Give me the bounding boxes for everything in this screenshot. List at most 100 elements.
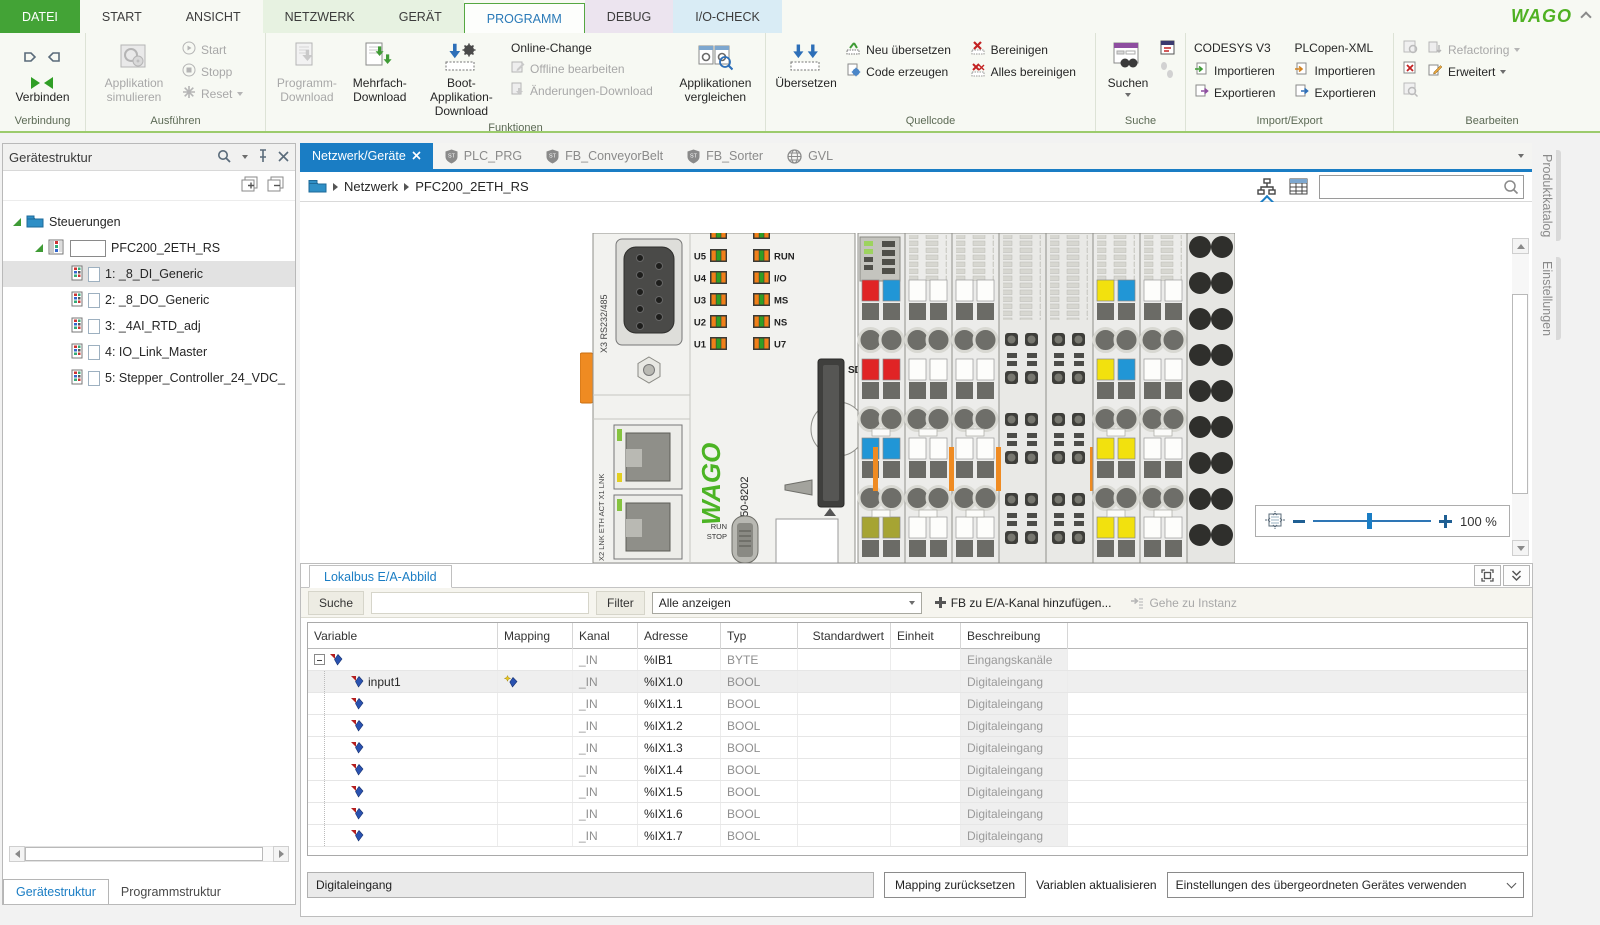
boot-applikation-download-button[interactable]: Boot-Applikation-Download: [416, 36, 507, 121]
neu-uebersetzen-button[interactable]: Neu übersetzen: [842, 40, 966, 59]
tree-item-8di[interactable]: 1: _8_DI_Generic: [3, 261, 295, 287]
scrollbar-thumb[interactable]: [1512, 294, 1528, 494]
online-change-button[interactable]: Online-Change: [507, 40, 670, 56]
table-row[interactable]: _IN %IB1 BYTE Eingangskanäle: [308, 649, 1527, 671]
collapse-expander-icon[interactable]: [314, 654, 325, 665]
doc-tab-gvl[interactable]: GVL: [775, 143, 845, 169]
offline-bearbeiten-button[interactable]: Offline bearbeiten: [507, 59, 670, 78]
settings-select[interactable]: Einstellungen des übergeordneten Gerätes…: [1167, 872, 1524, 898]
table-row[interactable]: _IN %IX1.5 BOOL Digitaleingang: [308, 781, 1527, 803]
scroll-left-icon[interactable]: [9, 846, 25, 862]
fit-view-icon[interactable]: [1265, 511, 1285, 532]
tree-item-stepper[interactable]: 5: Stepper_Controller_24_VDC_: [3, 365, 295, 391]
panel-search-icon[interactable]: [217, 149, 233, 166]
zoom-in-button[interactable]: [1439, 515, 1452, 528]
panel-close-icon[interactable]: [278, 150, 289, 165]
applikationen-vergleichen-button[interactable]: Applikationen vergleichen: [670, 36, 761, 108]
breadcrumb-current[interactable]: PFC200_2ETH_RS: [415, 179, 528, 194]
remove-search-icon[interactable]: [1403, 61, 1419, 79]
canvas-vertical-scrollbar[interactable]: [1512, 238, 1529, 556]
pin-icon[interactable]: [257, 149, 269, 166]
scroll-down-icon[interactable]: [1512, 540, 1529, 556]
table-view-button[interactable]: [1287, 176, 1311, 198]
table-row[interactable]: _IN %IX1.7 BOOL Digitaleingang: [308, 825, 1527, 847]
table-row[interactable]: _IN %IX1.6 BOOL Digitaleingang: [308, 803, 1527, 825]
table-row[interactable]: _IN %IX1.1 BOOL Digitaleingang: [308, 693, 1527, 715]
scroll-right-icon[interactable]: [273, 846, 289, 862]
mehrfach-download-button[interactable]: Mehrfach-Download: [344, 36, 416, 108]
scrollbar-thumb[interactable]: [25, 847, 263, 861]
tab-start[interactable]: START: [80, 0, 164, 33]
preview-icon[interactable]: [1403, 82, 1419, 100]
alles-bereinigen-button[interactable]: Alles bereinigen: [967, 62, 1091, 81]
stopp-button[interactable]: Stopp: [178, 62, 247, 81]
plcopen-importieren-button[interactable]: Importieren: [1290, 61, 1389, 80]
canvas-search-input[interactable]: [1324, 180, 1503, 194]
tab-geraet[interactable]: GERÄT: [377, 0, 464, 33]
tab-programm[interactable]: PROGRAMM: [464, 3, 585, 33]
uebersetzen-button[interactable]: Übersetzen: [770, 36, 842, 94]
footprints-icon[interactable]: [1160, 61, 1174, 84]
doc-tab-fb-conveyorbelt[interactable]: ST FB_ConveyorBelt: [534, 143, 675, 169]
io-mapping-table[interactable]: Variable Mapping Kanal Adresse Typ Stand…: [307, 622, 1528, 856]
doc-tab-netzwerk-geraete[interactable]: Netzwerk/Geräte: [300, 143, 433, 169]
close-icon[interactable]: [412, 149, 421, 163]
ribbon-collapse-icon[interactable]: [1582, 9, 1590, 24]
export-xml-button[interactable]: Exportieren: [1290, 83, 1389, 102]
tab-produktkatalog[interactable]: Produktkatalog: [1538, 150, 1561, 241]
footer-tab-geraetestruktur[interactable]: Gerätestruktur: [3, 879, 109, 904]
topology-view-button[interactable]: [1255, 176, 1279, 198]
mapping-zuruecksetzen-button[interactable]: Mapping zurücksetzen: [884, 872, 1026, 898]
tab-ansicht[interactable]: ANSICHT: [164, 0, 263, 33]
table-row[interactable]: _IN %IX1.2 BOOL Digitaleingang: [308, 715, 1527, 737]
tab-datei[interactable]: DATEI: [0, 0, 80, 33]
doc-tab-fb-sorter[interactable]: ST FB_Sorter: [675, 143, 775, 169]
aenderungen-download-button[interactable]: Änderungen-Download: [507, 81, 670, 100]
programm-download-button[interactable]: Programm-Download: [270, 36, 344, 108]
tree-item-4ai[interactable]: 3: _4AI_RTD_adj: [3, 313, 295, 339]
zoom-slider-thumb[interactable]: [1367, 513, 1372, 529]
add-fb-button[interactable]: FB zu E/A-Kanal hinzufügen...: [929, 593, 1118, 613]
variablen-aktualisieren-label[interactable]: Variablen aktualisieren: [1036, 878, 1157, 892]
applikation-simulieren-button[interactable]: Applikation simulieren: [90, 36, 178, 108]
filter-select[interactable]: Alle anzeigen: [652, 592, 922, 614]
device-image[interactable]: X3 RS232/485 U5RUN U4I/O U3MS U2NS U1U7 …: [580, 233, 1235, 563]
table-row[interactable]: _IN %IX1.3 BOOL Digitaleingang: [308, 737, 1527, 759]
tree-horizontal-scrollbar[interactable]: [9, 846, 289, 862]
codesys-importieren-button[interactable]: Importieren: [1190, 61, 1290, 80]
code-erzeugen-button[interactable]: Code erzeugen: [842, 62, 966, 81]
collapse-all-icon[interactable]: [267, 176, 285, 195]
goto-instanz-button[interactable]: Gehe zu Instanz: [1124, 593, 1242, 613]
tab-io-check[interactable]: I/O-CHECK: [673, 0, 782, 33]
tree-item-steuerungen[interactable]: Steuerungen: [3, 209, 295, 235]
scroll-up-icon[interactable]: [1512, 238, 1529, 254]
zoom-out-button[interactable]: [1293, 520, 1305, 523]
tab-netzwerk[interactable]: NETZWERK: [263, 0, 377, 33]
tab-einstellungen[interactable]: Einstellungen: [1538, 257, 1561, 340]
breadcrumb-root[interactable]: Netzwerk: [344, 179, 398, 194]
refactoring-button[interactable]: Refactoring: [1424, 40, 1564, 59]
suchen-button[interactable]: Suchen: [1100, 36, 1156, 100]
expand-all-icon[interactable]: [241, 176, 259, 195]
panel-search-dropdown-icon[interactable]: [242, 155, 248, 159]
goto-line-icon[interactable]: [1160, 40, 1175, 58]
tree-expander-icon[interactable]: [35, 244, 43, 252]
start-button[interactable]: Start: [178, 40, 247, 59]
tab-lokalbus-ea-abbild[interactable]: Lokalbus E/A-Abbild: [309, 565, 452, 588]
tab-list-dropdown-icon[interactable]: [1518, 143, 1532, 169]
zoom-slider[interactable]: [1313, 520, 1431, 522]
table-row[interactable]: input1 _IN %IX1.0 BOOL Digitaleingang: [308, 671, 1527, 693]
tree-item-pfc200[interactable]: PFC200_2ETH_RS: [3, 235, 295, 261]
doc-tab-plc-prg[interactable]: ST PLC_PRG: [433, 143, 534, 169]
verbinden-button[interactable]: Verbinden: [11, 36, 73, 108]
search-doc-icon[interactable]: [1403, 40, 1419, 58]
erweitert-button[interactable]: Erweitert: [1424, 62, 1564, 81]
io-search-input[interactable]: [372, 593, 588, 613]
bereinigen-button[interactable]: Bereinigen: [967, 40, 1091, 59]
tree-item-iolink[interactable]: 4: IO_Link_Master: [3, 339, 295, 365]
tab-debug[interactable]: DEBUG: [585, 0, 673, 33]
reset-button[interactable]: Reset: [178, 84, 247, 103]
maximize-panel-icon[interactable]: [1474, 565, 1501, 586]
table-row[interactable]: _IN %IX1.4 BOOL Digitaleingang: [308, 759, 1527, 781]
footer-tab-programmstruktur[interactable]: Programmstruktur: [109, 880, 233, 904]
